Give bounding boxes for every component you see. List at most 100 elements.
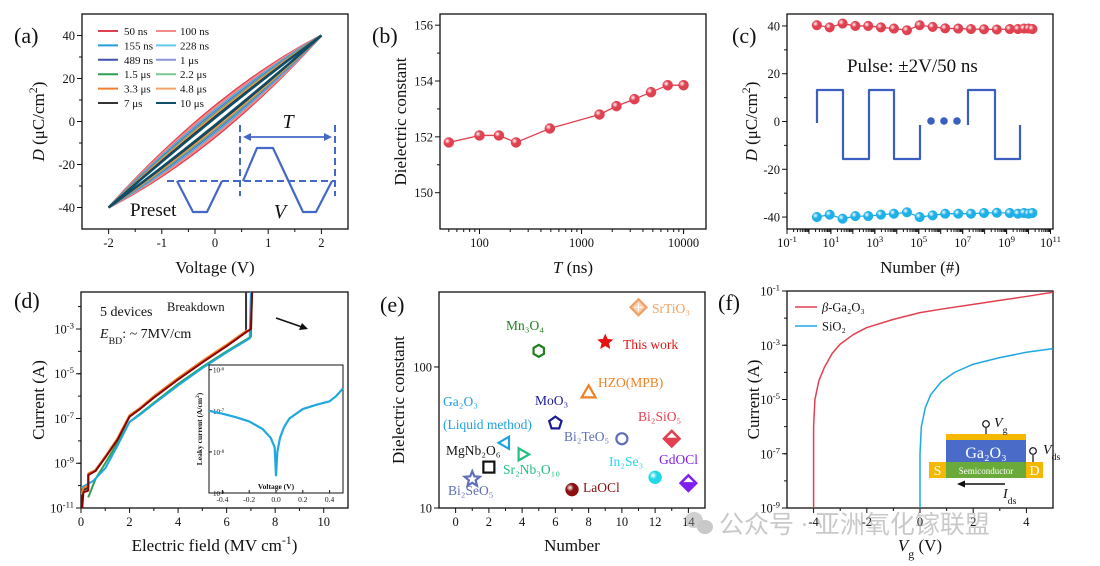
breakdown-field-label: EBD: ~ 7MV/cm bbox=[99, 327, 191, 347]
y-tick-label: 10-7 bbox=[54, 410, 74, 426]
data-point bbox=[811, 212, 822, 223]
pulse-train bbox=[815, 88, 922, 161]
data-point bbox=[594, 109, 605, 120]
measure-pulse bbox=[241, 146, 333, 214]
marker-half bbox=[666, 432, 677, 438]
data-point bbox=[978, 24, 990, 35]
data-point bbox=[544, 123, 556, 134]
ellipsis-dot bbox=[953, 117, 961, 125]
point-label: Bi₂TeO₅ bbox=[564, 429, 609, 444]
marker-star-open bbox=[461, 468, 483, 489]
x-tick-label: -0.2 bbox=[243, 495, 255, 504]
y-tick-label: 10-9 bbox=[760, 500, 780, 516]
x-tick-label: 12 bbox=[649, 515, 662, 529]
source-label: S bbox=[934, 464, 942, 479]
point-label: Bi₂SeO₅ bbox=[448, 483, 493, 498]
y-axis-title: D (μC/cm2) bbox=[26, 82, 48, 163]
y-tick-label: 40 bbox=[63, 29, 76, 43]
data-point bbox=[493, 130, 505, 141]
data-point bbox=[940, 23, 951, 34]
x-tick-label: 105 bbox=[910, 234, 928, 250]
y-tick-label: -20 bbox=[58, 158, 75, 172]
marker-half bbox=[683, 477, 694, 483]
semiconductor-channel bbox=[946, 462, 1026, 478]
marker-hexagon-open bbox=[532, 343, 546, 359]
data-point bbox=[645, 86, 657, 98]
marker-square-open bbox=[482, 460, 496, 474]
data-point bbox=[863, 211, 874, 222]
data-point bbox=[965, 24, 977, 35]
legend-label: 228 ns bbox=[180, 40, 209, 52]
x-axis-title: T (ns) bbox=[553, 258, 593, 277]
x-tick-label: 10 bbox=[616, 515, 629, 529]
dielectric-layer bbox=[946, 440, 1026, 462]
data-point bbox=[888, 23, 899, 34]
source-contact bbox=[929, 462, 946, 478]
pulse-train bbox=[966, 88, 1022, 161]
y-tick-label: 10-9 bbox=[54, 455, 74, 471]
y-axis-title: D (μC/cm2) bbox=[739, 82, 761, 163]
y-tick-label: 10-11 bbox=[50, 500, 74, 516]
x-tick-label: 1 bbox=[265, 236, 271, 250]
marker-star-filled bbox=[597, 333, 614, 350]
series-line bbox=[919, 347, 1054, 508]
y-tick-label: 156 bbox=[414, 19, 433, 33]
data-point bbox=[965, 208, 977, 219]
panel-c: 10-1 101 103 105 107 109 1011 -40 -20 0 20 40 Number… bbox=[732, 13, 1061, 277]
plot-frame bbox=[80, 291, 349, 509]
x-axis-title: Number bbox=[544, 536, 600, 555]
plot-frame bbox=[786, 13, 1054, 230]
legend-label: 50 ns bbox=[124, 26, 148, 38]
wechat-icon bbox=[697, 520, 713, 534]
device-curves bbox=[81, 292, 254, 508]
marker-sphere bbox=[565, 482, 579, 497]
x-tick-label: 6 bbox=[552, 515, 558, 529]
pulse-annotation: Pulse: ±2V/50 ns bbox=[847, 56, 978, 77]
data-point bbox=[901, 25, 912, 36]
panel-label: (f) bbox=[718, 290, 740, 315]
waveform-inset: T V Preset bbox=[130, 111, 336, 223]
devices-label: 5 devices bbox=[100, 305, 152, 320]
data-point bbox=[927, 210, 938, 221]
y-tick-label: 20 bbox=[63, 72, 76, 86]
point-label: SrTiO₃ bbox=[652, 301, 690, 316]
channel-label: Semiconductor bbox=[959, 466, 1014, 476]
point-label: Sr₂Nb₃O₁₀ bbox=[503, 462, 560, 477]
point-label: MoO₃ bbox=[535, 393, 569, 408]
marker-pentagon-open bbox=[547, 415, 563, 430]
gate-terminal bbox=[982, 420, 990, 428]
y-axis-title: Current (A) bbox=[744, 360, 763, 440]
leakage-inset: -0.4 -0.2 0.0 0.2 0.410-910-810-710-6Voltage… bbox=[195, 364, 344, 504]
x-tick-label: 1000 bbox=[569, 236, 594, 250]
ellipsis-dot bbox=[927, 117, 935, 125]
data-point bbox=[914, 212, 925, 223]
x-tick-label: 14 bbox=[682, 515, 695, 529]
series-line bbox=[812, 291, 1054, 508]
panel-a: -2 -1 0 1 2 -40 -20 0 20 40 Voltage (V) D (μC/cm2) (… bbox=[14, 13, 349, 277]
data-point bbox=[824, 209, 835, 220]
legend-label: SiO₂ bbox=[822, 320, 846, 334]
arrow-head bbox=[957, 480, 965, 488]
x-tick-label: 2 bbox=[486, 515, 492, 529]
data-point bbox=[1027, 24, 1038, 35]
legend-label: 7 μs bbox=[124, 98, 142, 110]
data-point bbox=[850, 211, 861, 222]
wechat-icon bbox=[685, 512, 703, 528]
x-tick-label: 0 bbox=[78, 515, 84, 529]
data-point bbox=[510, 137, 522, 148]
legend-label: 1 μs bbox=[180, 55, 198, 67]
legend-label: 155 ns bbox=[124, 40, 153, 52]
y-tick-label: 20 bbox=[768, 67, 781, 81]
point-label: In₂Se₃ bbox=[609, 454, 643, 469]
drain-contact bbox=[1026, 462, 1043, 478]
x-tick-label: 2 bbox=[318, 236, 324, 250]
y-tick-label: 100 bbox=[413, 360, 432, 374]
hysteresis-loop bbox=[107, 34, 323, 209]
x-tick-label: 0.0 bbox=[271, 495, 281, 504]
plot-frame bbox=[439, 13, 707, 230]
marker-sphere bbox=[648, 470, 662, 485]
data-point bbox=[991, 24, 1002, 35]
x-tick-label: -4 bbox=[808, 515, 819, 529]
y-tick-label: 10-6 bbox=[213, 367, 225, 375]
y-axis-title: Current (A) bbox=[29, 360, 48, 440]
